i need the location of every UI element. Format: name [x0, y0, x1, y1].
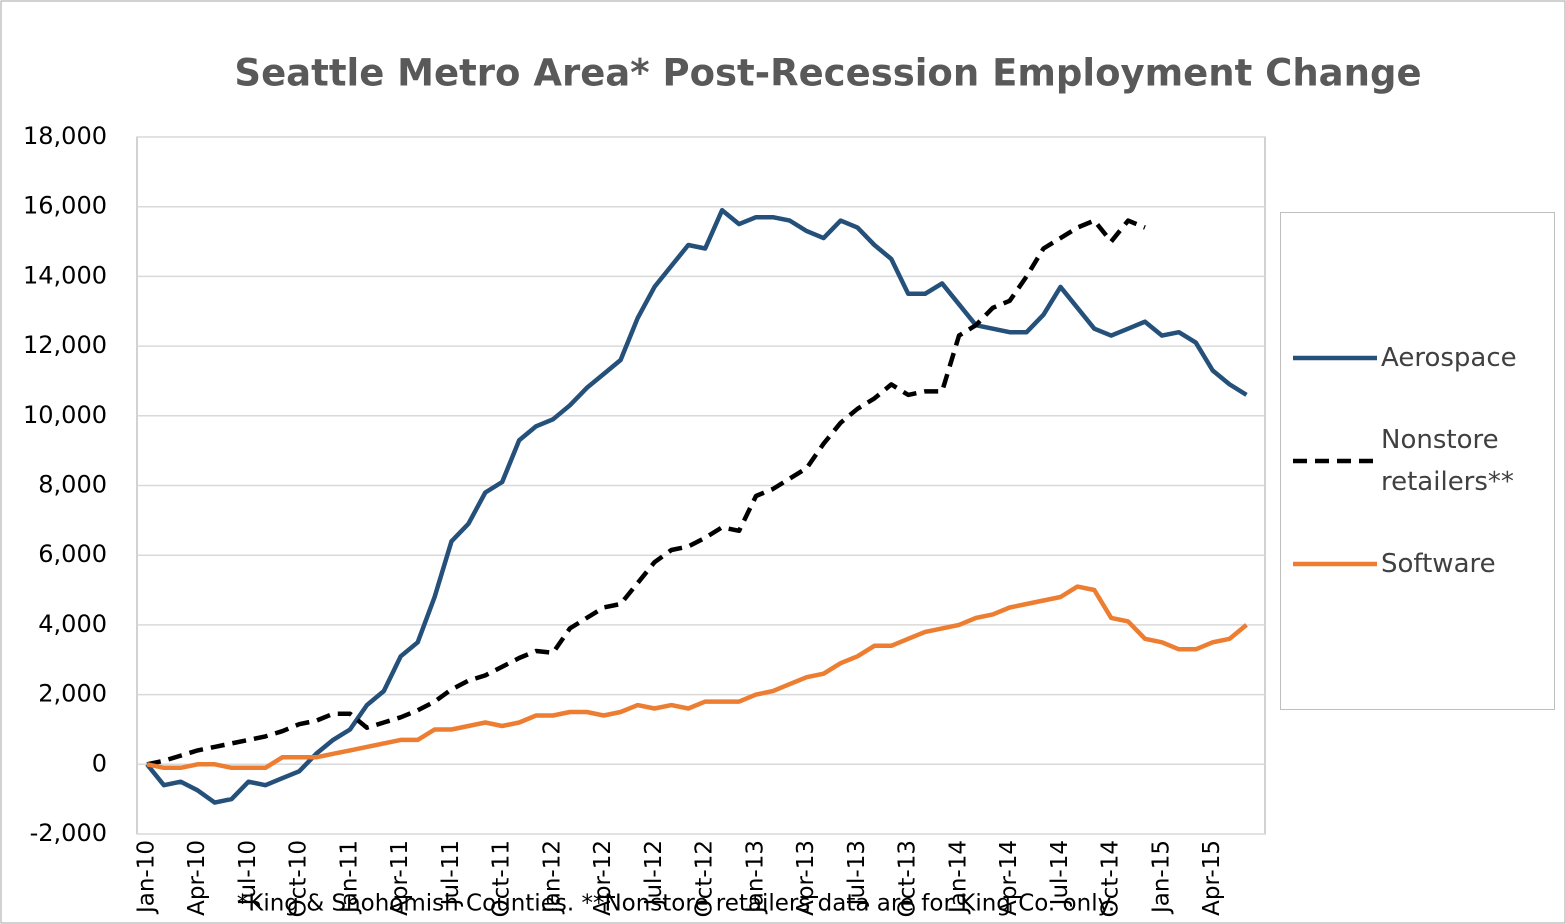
legend-label: Software — [1381, 549, 1496, 579]
x-tick-label: Apr-10 — [184, 840, 210, 916]
x-tick-label: Jul-11 — [438, 840, 464, 907]
x-tick-label: Apr-12 — [590, 840, 616, 916]
legend-swatch — [1293, 561, 1377, 567]
x-tick-label: Jan-10 — [134, 840, 160, 915]
legend-item: Nonstore retailers** — [1281, 419, 1554, 503]
line-series — [145, 207, 1248, 805]
y-tick-label: 4,000 — [38, 610, 107, 638]
x-tick-label: Jan-14 — [945, 840, 971, 915]
legend-item: Aerospace — [1281, 337, 1554, 379]
x-tick-label: Apr-14 — [996, 840, 1022, 916]
x-tick-label: Jan-12 — [539, 840, 565, 915]
y-tick-label: 16,000 — [23, 192, 107, 220]
y-tick-label: 2,000 — [38, 680, 107, 708]
x-tick-label: Oct-14 — [1098, 840, 1124, 917]
legend-label: Nonstore retailers** — [1381, 425, 1514, 497]
x-tick-label: Apr-15 — [1199, 840, 1225, 916]
legend-swatch — [1293, 458, 1377, 464]
legend-item: Software — [1281, 543, 1554, 585]
y-tick-label: 18,000 — [23, 122, 107, 150]
chart-title: Seattle Metro Area* Post-Recession Emplo… — [234, 52, 1421, 95]
y-tick-label: 14,000 — [23, 261, 107, 289]
footnote: *King & Snohomish Counties. **Nonstore r… — [237, 891, 1116, 917]
x-tick-label: Jul-10 — [235, 840, 261, 907]
line-series — [146, 218, 1146, 767]
x-tick-label: Apr-13 — [793, 840, 819, 916]
y-tick-label: 10,000 — [23, 401, 107, 429]
x-tick-label: Jul-13 — [844, 840, 870, 907]
line-series — [146, 584, 1248, 771]
x-tick-label: Jul-14 — [1047, 840, 1073, 907]
y-tick-label: 6,000 — [38, 540, 107, 568]
x-tick-label: Oct-10 — [286, 840, 312, 917]
x-tick-label: Jan-11 — [336, 840, 362, 915]
x-tick-label: Apr-11 — [387, 840, 413, 916]
x-tick-label: Jan-13 — [742, 840, 768, 915]
x-tick-label: Oct-13 — [895, 840, 921, 917]
y-tick-label: 8,000 — [38, 471, 107, 499]
legend: Aerospace Nonstore retailers** Software — [1280, 212, 1555, 710]
legend-label: Aerospace — [1381, 343, 1517, 373]
y-tick-label: 12,000 — [23, 331, 107, 359]
y-tick-label: -2,000 — [30, 819, 107, 847]
y-tick-label: 0 — [92, 749, 107, 777]
legend-swatch — [1293, 355, 1377, 361]
x-tick-label: Jul-12 — [641, 840, 667, 907]
x-tick-label: Oct-12 — [692, 840, 718, 917]
x-tick-label: Jan-15 — [1148, 840, 1174, 915]
x-tick-label: Oct-11 — [489, 840, 515, 917]
